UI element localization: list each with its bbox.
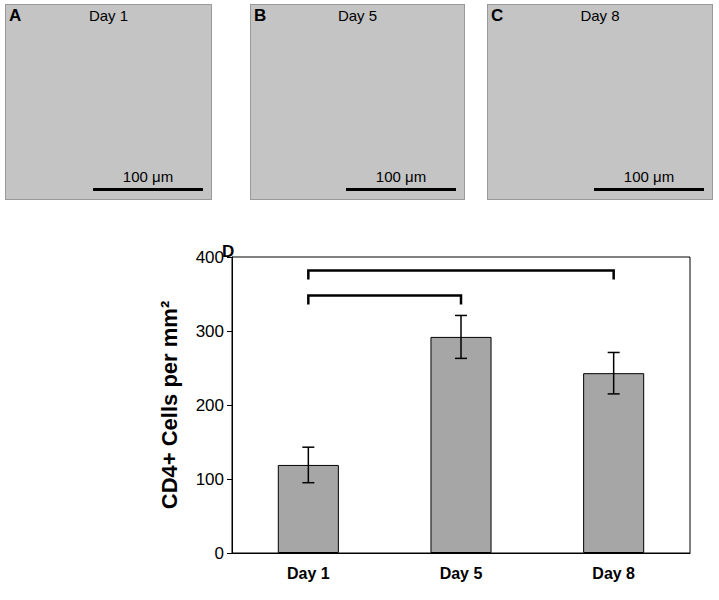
html-text:C: C [491, 6, 504, 25]
svg-text:CD4+ Cells per mm²: CD4+ Cells per mm² [157, 301, 182, 509]
html-text:100 μm: 100 μm [122, 168, 174, 185]
svg-text:Day 5: Day 5 [440, 565, 483, 582]
html-text:100 μm: 100 μm [623, 168, 675, 185]
svg-text:Day 8: Day 8 [592, 565, 635, 582]
svg-text:400: 400 [196, 248, 224, 267]
html-text:B: B [254, 6, 267, 25]
html-text:Day 5: Day 5 [337, 7, 378, 24]
html-text:100 μm: 100 μm [375, 168, 427, 185]
html-text:A: A [9, 6, 22, 25]
svg-text:Day 1: Day 1 [287, 565, 330, 582]
svg-text:300: 300 [196, 322, 224, 341]
svg-text:200: 200 [196, 396, 224, 415]
svg-text:0: 0 [215, 544, 224, 563]
html-text:Day 8: Day 8 [580, 7, 620, 24]
svg-text:100: 100 [196, 470, 224, 489]
html-text:Day 1: Day 1 [88, 7, 129, 24]
svg-text:D: D [222, 242, 235, 261]
